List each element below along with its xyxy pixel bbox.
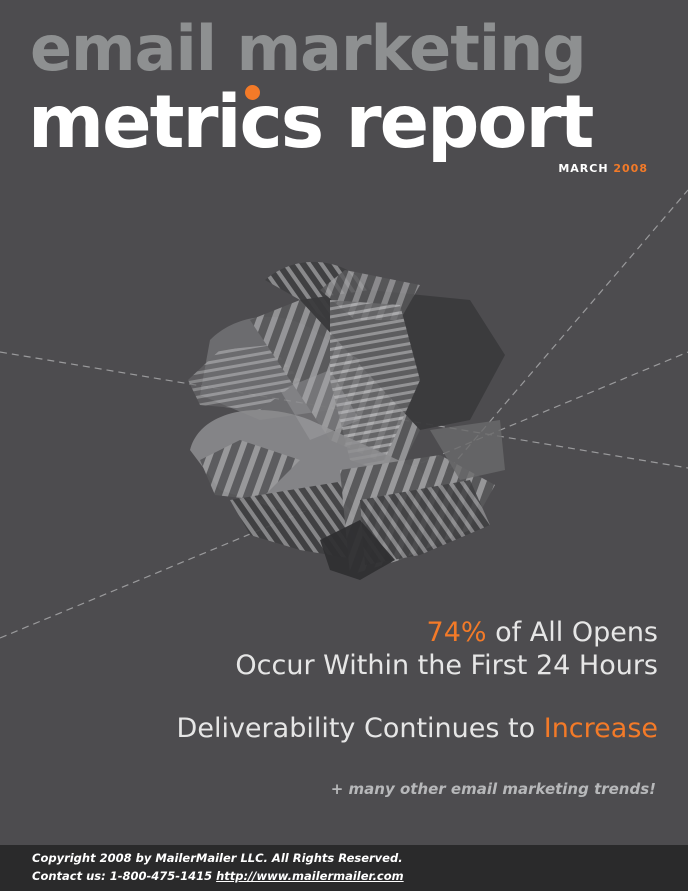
footer-bar: Copyright 2008 by MailerMailer LLC. All … <box>0 845 688 891</box>
copyright-text: Copyright 2008 by MailerMailer LLC. All … <box>32 851 403 865</box>
issue-date: MARCH 2008 <box>558 162 648 175</box>
issue-year: 2008 <box>613 162 648 175</box>
title-line-email-marketing: email marketing <box>30 12 587 85</box>
contact-line: Contact us: 1-800-475-1415 http://www.ma… <box>32 869 404 883</box>
sculpture-shapes <box>188 261 505 580</box>
headline-opens-text: of All Opens <box>495 617 658 648</box>
issue-month: MARCH <box>558 162 609 175</box>
headline-increase: Increase <box>543 713 658 744</box>
contact-phone: Contact us: 1-800-475-1415 <box>32 869 213 883</box>
title-line-metrics-report: metrics report <box>28 80 594 165</box>
headline-deliverability-text: Deliverability Continues to <box>176 713 536 744</box>
headline-percent: 74% <box>426 617 487 648</box>
headline-opens-line2: Occur Within the First 24 Hours <box>235 650 658 681</box>
orange-dot-accent <box>245 85 260 100</box>
headline-opens: 74% of All Opens Occur Within the First … <box>235 616 658 682</box>
website-link[interactable]: http://www.mailermailer.com <box>216 869 404 883</box>
headline-deliverability: Deliverability Continues to Increase <box>177 712 658 745</box>
tagline-more-trends: + many other email marketing trends! <box>330 780 656 798</box>
